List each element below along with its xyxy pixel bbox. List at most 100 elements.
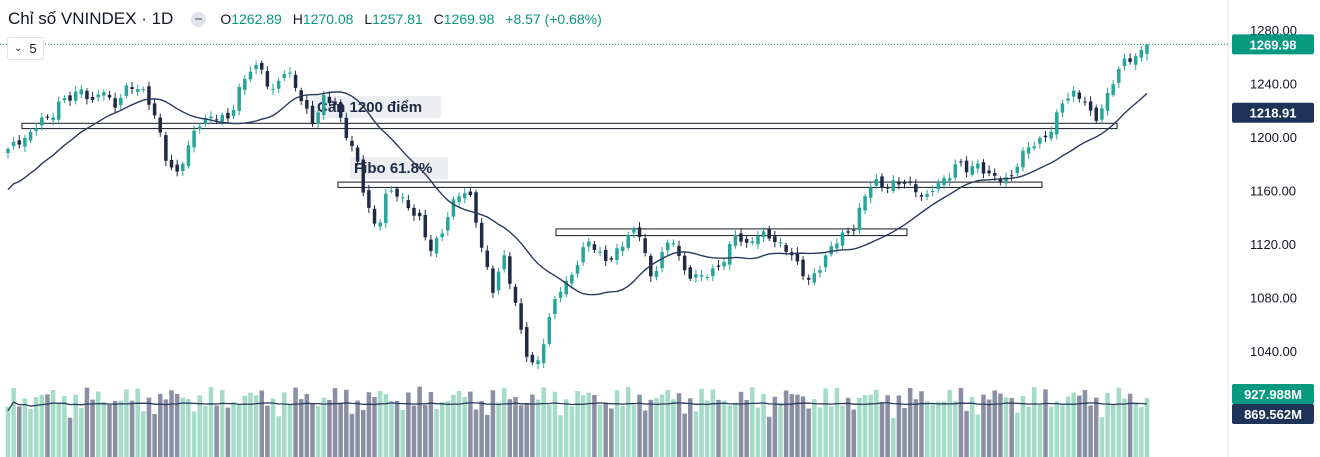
- support-resistance-zone: [555, 228, 908, 237]
- volume-bar: [501, 388, 507, 457]
- hide-legend-icon[interactable]: [191, 11, 207, 27]
- candle: [1055, 109, 1059, 140]
- candle: [688, 264, 693, 281]
- candle: [51, 112, 55, 126]
- candle-body: [970, 166, 974, 175]
- candle: [1105, 87, 1110, 116]
- candle-body: [705, 277, 709, 278]
- volume-bar: [451, 394, 456, 457]
- volume-bar: [90, 399, 95, 457]
- candle-body: [468, 191, 473, 196]
- candle-body: [767, 228, 771, 239]
- volume-bar: [129, 400, 135, 457]
- candle-body: [891, 180, 896, 191]
- volume-bar: [676, 393, 682, 457]
- candle: [541, 338, 546, 368]
- volume-bar: [857, 397, 862, 457]
- candle: [338, 99, 343, 123]
- volume-bar: [1094, 397, 1099, 457]
- candle-body: [107, 94, 112, 98]
- volume-bar: [434, 408, 439, 457]
- candles: [6, 44, 1149, 369]
- candle-body: [62, 98, 67, 101]
- candle: [276, 77, 281, 93]
- candle-body: [976, 163, 980, 169]
- candle: [508, 252, 512, 290]
- candle-body: [1015, 166, 1020, 174]
- volume-bar: [637, 394, 642, 457]
- candle-body: [998, 178, 1003, 182]
- chart-header: Chỉ số VNINDEX · 1D O1262.89 H1270.08 L1…: [8, 8, 602, 30]
- volume-bar: [186, 398, 191, 457]
- candle-body: [784, 245, 788, 252]
- indicator-toggle[interactable]: ⌄ 5: [7, 37, 44, 60]
- candle: [372, 205, 377, 227]
- volume-bar: [1077, 395, 1082, 457]
- candle-body: [192, 130, 196, 148]
- candle: [293, 70, 298, 92]
- candle-body: [581, 247, 585, 263]
- volume-bar: [535, 399, 541, 457]
- candle: [536, 356, 540, 369]
- candle: [209, 111, 213, 124]
- candle-body: [677, 245, 681, 256]
- candle-body: [141, 89, 146, 91]
- candle: [1038, 135, 1042, 149]
- volume-bar: [671, 399, 676, 457]
- volume-bar: [135, 388, 140, 457]
- volume-bar: [592, 395, 597, 457]
- candle-body: [491, 268, 495, 293]
- volume-ma-badge: 869.562M: [1232, 404, 1314, 424]
- volume-bar: [101, 401, 107, 457]
- volume-bars: [5, 386, 1150, 457]
- candle: [226, 108, 230, 124]
- candle: [491, 265, 495, 298]
- volume-bar: [265, 405, 270, 457]
- candle-body: [694, 274, 698, 278]
- candle-body: [372, 208, 377, 224]
- indicator-value: 5: [29, 41, 37, 56]
- candle: [282, 70, 287, 82]
- candle-body: [152, 103, 157, 116]
- candle-body: [660, 252, 664, 269]
- candle-body: [750, 241, 755, 243]
- candle-body: [45, 116, 50, 118]
- candle-body: [254, 64, 258, 70]
- volume-bar: [631, 405, 637, 457]
- candle: [609, 256, 614, 262]
- volume-ma-badge-bg: [1232, 404, 1314, 424]
- candle: [513, 283, 518, 307]
- ohlc-readout: O1262.89 H1270.08 L1257.81 C1269.98 +8.5…: [220, 11, 601, 27]
- candle: [135, 84, 140, 96]
- candle-body: [930, 191, 935, 192]
- candle: [519, 298, 523, 334]
- candle: [677, 240, 681, 261]
- candle-body: [231, 110, 236, 117]
- y-tick-label: 1080.00: [1250, 291, 1297, 306]
- candle-body: [197, 126, 202, 130]
- volume-bar: [772, 396, 778, 457]
- volume-bar: [1031, 387, 1037, 457]
- candle: [169, 154, 174, 171]
- volume-bar: [885, 395, 890, 457]
- volume-bar: [1139, 407, 1144, 457]
- volume-bar: [986, 399, 992, 457]
- candle: [395, 186, 399, 202]
- candle-body: [1004, 177, 1008, 184]
- candle: [141, 86, 146, 93]
- candle: [840, 229, 845, 251]
- volume-bar: [293, 387, 298, 457]
- volume-bar: [1065, 396, 1071, 457]
- volume-bar: [1110, 404, 1116, 457]
- close-value: 1269.98: [443, 11, 495, 27]
- candle: [400, 192, 405, 204]
- candle-body: [102, 92, 106, 96]
- volume-bar: [1003, 397, 1009, 457]
- candle: [767, 225, 771, 242]
- volume-bar: [800, 396, 806, 457]
- candle-body: [220, 114, 225, 122]
- candle-body: [525, 327, 529, 357]
- volume-bar: [620, 405, 625, 457]
- volume-bar: [394, 401, 400, 457]
